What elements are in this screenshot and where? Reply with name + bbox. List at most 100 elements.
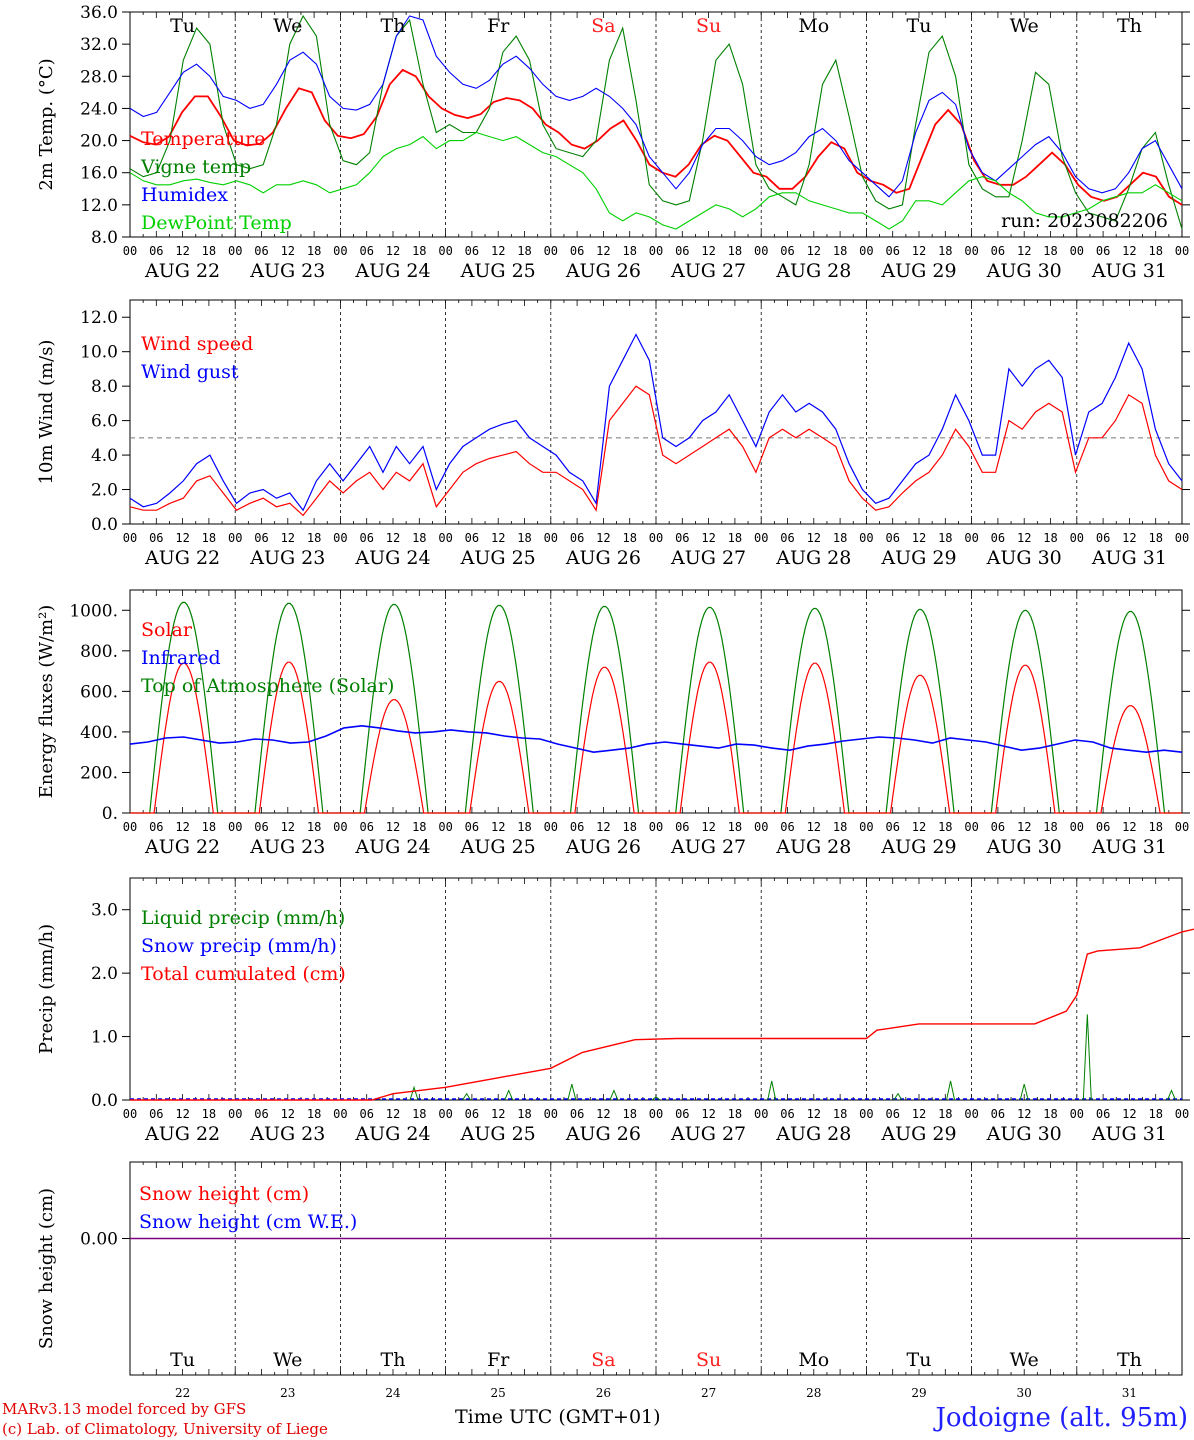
hour-tick-label: 18 xyxy=(938,531,952,545)
hour-tick-label: 06 xyxy=(359,244,373,258)
hour-tick-label: 12 xyxy=(701,820,715,834)
weekday-label: Th xyxy=(1117,1349,1142,1371)
day-number-label: 23 xyxy=(280,1386,295,1400)
hour-tick-label: 00 xyxy=(964,1107,978,1121)
hour-tick-label: 12 xyxy=(807,1107,821,1121)
weekday-label: Tu xyxy=(170,1349,195,1371)
hour-tick-label: 00 xyxy=(333,820,347,834)
date-label: AUG 23 xyxy=(249,547,325,569)
liquid-precip-spike xyxy=(767,1080,777,1101)
weekday-label: We xyxy=(273,1349,302,1371)
hour-tick-label: 06 xyxy=(465,244,479,258)
date-label: AUG 31 xyxy=(1091,836,1167,858)
y-axis-label: Precip (mm/h) xyxy=(36,924,57,1054)
liquid-precip-spike xyxy=(1167,1089,1176,1101)
hour-tick-label: 12 xyxy=(281,820,295,834)
date-label: AUG 30 xyxy=(986,547,1062,569)
hour-tick-label: 00 xyxy=(964,531,978,545)
y-axis-label: 2m Temp. (°C) xyxy=(36,58,57,190)
hour-tick-label: 06 xyxy=(991,244,1005,258)
legend-entry: Liquid precip (mm/h) xyxy=(141,907,345,929)
series-total-cumulated xyxy=(130,928,1194,1101)
liquid-precip-spike xyxy=(609,1089,619,1101)
panel-frame-3 xyxy=(129,589,1183,814)
date-label: AUG 29 xyxy=(880,260,956,282)
hour-tick-label: 00 xyxy=(544,531,558,545)
series-solar xyxy=(130,661,1182,814)
hour-tick-label: 00 xyxy=(1175,820,1189,834)
legend-entry: Infrared xyxy=(141,647,221,669)
y-tick-label: 1.0 xyxy=(91,1028,118,1048)
hour-tick-label: 06 xyxy=(780,820,794,834)
day-number-label: 31 xyxy=(1122,1386,1137,1400)
hour-tick-label: 00 xyxy=(1070,244,1084,258)
hour-tick-label: 00 xyxy=(228,820,242,834)
hour-tick-label: 06 xyxy=(991,820,1005,834)
hour-tick-label: 00 xyxy=(333,1107,347,1121)
hour-tick-label: 18 xyxy=(307,820,321,834)
legend-entry: Total cumulated (cm) xyxy=(141,963,346,985)
hour-tick-label: 00 xyxy=(123,531,137,545)
hour-tick-label: 18 xyxy=(307,1107,321,1121)
hour-tick-label: 06 xyxy=(465,531,479,545)
hour-tick-label: 12 xyxy=(596,531,610,545)
hour-tick-label: 00 xyxy=(1175,244,1189,258)
date-label: AUG 28 xyxy=(775,260,851,282)
hour-tick-label: 06 xyxy=(570,820,584,834)
hour-tick-label: 00 xyxy=(333,244,347,258)
hour-tick-label: 00 xyxy=(544,820,558,834)
hour-tick-label: 00 xyxy=(228,1107,242,1121)
hour-tick-label: 00 xyxy=(1070,1107,1084,1121)
hour-tick-label: 12 xyxy=(596,244,610,258)
date-label: AUG 27 xyxy=(670,1123,746,1145)
hour-tick-label: 18 xyxy=(622,244,636,258)
hour-tick-label: 12 xyxy=(807,244,821,258)
hour-tick-label: 12 xyxy=(491,1107,505,1121)
y-tick-label: 3.0 xyxy=(91,901,118,921)
weekday-label: Mo xyxy=(798,1349,829,1371)
date-label: AUG 27 xyxy=(670,260,746,282)
hour-tick-label: 06 xyxy=(991,531,1005,545)
hour-tick-label: 18 xyxy=(202,820,216,834)
y-tick-label: 0.00 xyxy=(80,1230,118,1250)
liquid-precip-spike xyxy=(893,1092,903,1101)
hour-tick-label: 12 xyxy=(175,531,189,545)
legend-entry: Vigne temp xyxy=(140,156,251,178)
date-label: AUG 28 xyxy=(775,1123,851,1145)
date-label: AUG 31 xyxy=(1091,1123,1167,1145)
hour-tick-label: 12 xyxy=(386,1107,400,1121)
legend-entry: Snow height (cm) xyxy=(139,1183,309,1205)
legend-entry: Wind speed xyxy=(141,333,253,355)
liquid-precip-spike xyxy=(651,1096,661,1101)
y-tick-label: 1000. xyxy=(69,601,118,621)
liquid-precip-spike xyxy=(1082,1014,1092,1101)
hour-tick-label: 06 xyxy=(149,1107,163,1121)
date-label: AUG 26 xyxy=(565,836,641,858)
panel-frame-2 xyxy=(129,299,1183,525)
y-tick-label: 20.0 xyxy=(80,132,118,152)
hour-tick-label: 18 xyxy=(833,244,847,258)
hour-tick-label: 12 xyxy=(1017,820,1031,834)
hour-tick-label: 12 xyxy=(912,531,926,545)
hour-tick-label: 18 xyxy=(1043,820,1057,834)
hour-tick-label: 12 xyxy=(175,1107,189,1121)
date-label: AUG 25 xyxy=(460,836,536,858)
y-tick-label: 16.0 xyxy=(80,164,118,184)
hour-tick-label: 18 xyxy=(202,1107,216,1121)
hour-tick-label: 06 xyxy=(570,1107,584,1121)
y-tick-label: 8.0 xyxy=(91,228,118,248)
hour-tick-label: 12 xyxy=(1017,244,1031,258)
date-label: AUG 24 xyxy=(354,1123,430,1145)
hour-tick-label: 06 xyxy=(675,1107,689,1121)
date-label: AUG 25 xyxy=(460,260,536,282)
y-tick-label: 0.0 xyxy=(91,515,118,535)
series-Wind gust xyxy=(129,333,1183,512)
hour-tick-label: 06 xyxy=(1096,1107,1110,1121)
hour-tick-label: 18 xyxy=(1148,531,1162,545)
hour-tick-label: 06 xyxy=(254,531,268,545)
hour-tick-label: 06 xyxy=(1096,244,1110,258)
hour-tick-label: 18 xyxy=(307,244,321,258)
y-tick-label: 24.0 xyxy=(80,99,118,119)
hour-tick-label: 18 xyxy=(1148,820,1162,834)
